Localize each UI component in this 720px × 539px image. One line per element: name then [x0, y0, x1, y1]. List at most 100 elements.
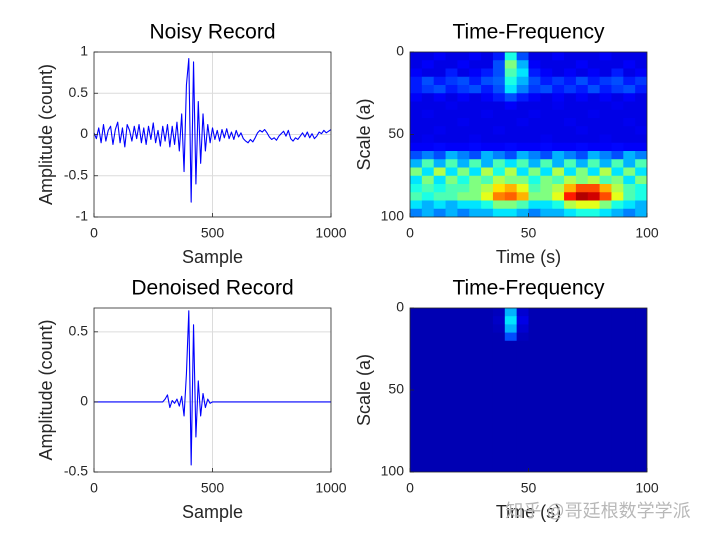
heat-cell: [469, 76, 482, 86]
x-tick-label: 500: [201, 225, 225, 241]
heat-cell: [445, 167, 458, 177]
heat-cell: [410, 447, 423, 457]
heat-cell: [433, 422, 447, 432]
heat-cell: [611, 175, 624, 185]
heat-cell: [564, 316, 577, 325]
heat-cell: [635, 324, 647, 334]
heat-cell: [504, 184, 518, 193]
heat-cell: [410, 463, 423, 472]
heat-cell: [457, 151, 470, 160]
heat-cell: [575, 324, 589, 334]
heat-cell: [540, 126, 553, 135]
heat-cell: [516, 192, 529, 201]
heat-cell: [516, 463, 529, 472]
heat-cell: [516, 308, 529, 317]
heat-cell: [516, 93, 529, 102]
heat-cell: [516, 85, 529, 94]
heat-cell: [469, 332, 482, 342]
heat-cell: [481, 184, 494, 193]
heat-cell: [410, 167, 423, 177]
heat-cell: [481, 308, 494, 317]
heat-cell: [445, 151, 458, 160]
heat-cell: [635, 390, 647, 399]
heat-cell: [469, 398, 482, 407]
heat-cell: [492, 447, 506, 457]
heat-cell: [528, 142, 541, 152]
heat-cell: [587, 308, 601, 317]
heat-cell: [528, 365, 541, 375]
heat-cell: [492, 167, 506, 177]
heat-cell: [587, 455, 601, 465]
heat-cell: [504, 340, 518, 350]
heat-cell: [611, 463, 624, 472]
heat-cell: [564, 118, 577, 127]
heat-cell: [516, 76, 529, 86]
heat-cell: [457, 398, 470, 407]
heat-cell: [445, 208, 458, 217]
heat-cell: [564, 200, 577, 210]
heat-cell: [528, 60, 541, 69]
heat-cell: [504, 406, 518, 416]
heat-cell: [421, 76, 435, 86]
y-axis-label: Scale (a): [354, 98, 374, 170]
heat-cell: [421, 308, 435, 317]
heat-cell: [504, 134, 518, 144]
heat-cell: [421, 159, 435, 168]
heat-cell: [552, 175, 565, 185]
heat-cell: [421, 192, 435, 201]
heat-cell: [564, 373, 577, 383]
heat-cell: [421, 390, 435, 399]
heat-cell: [564, 463, 577, 472]
heat-cell: [611, 200, 624, 210]
heat-cell: [599, 308, 612, 317]
heat-cell: [421, 151, 435, 160]
y-axis-label: Amplitude (count): [36, 64, 56, 205]
heat-cell: [540, 381, 553, 391]
heat-cell: [504, 118, 518, 127]
heat-cell: [445, 340, 458, 350]
heat-cell: [575, 316, 589, 325]
heat-cell: [587, 85, 601, 94]
y-tick-label: 50: [388, 381, 404, 397]
heat-cell: [457, 373, 470, 383]
heat-cell: [635, 349, 647, 358]
heat-cell: [516, 398, 529, 407]
heat-cell: [552, 365, 565, 375]
heat-cell: [457, 431, 470, 440]
heat-cell: [611, 159, 624, 168]
heat-cell: [575, 142, 589, 152]
heat-cell: [635, 60, 647, 69]
heat-cell: [457, 447, 470, 457]
heat-cell: [540, 365, 553, 375]
heat-cell: [540, 439, 553, 448]
heat-cell: [635, 398, 647, 407]
heat-cell: [611, 357, 624, 366]
heat-cell: [587, 373, 601, 383]
heat-cell: [516, 414, 529, 424]
heat-cell: [635, 365, 647, 375]
heat-cell: [540, 118, 553, 127]
heat-cell: [587, 200, 601, 210]
x-tick-label: 50: [521, 480, 537, 496]
heat-cell: [587, 340, 601, 350]
heat-cell: [564, 142, 577, 152]
heat-cell: [516, 109, 529, 119]
heat-cell: [623, 414, 636, 424]
heat-cell: [623, 52, 636, 61]
heat-cell: [575, 455, 589, 465]
heat-cell: [587, 126, 601, 135]
heat-cell: [552, 167, 565, 177]
heat-cell: [433, 151, 447, 160]
heat-cell: [492, 159, 506, 168]
heat-cell: [575, 76, 589, 86]
heat-cell: [599, 192, 612, 201]
heat-cell: [599, 134, 612, 144]
heat-cell: [410, 93, 423, 102]
heat-cell: [635, 455, 647, 465]
heat-cell: [492, 134, 506, 144]
heat-cell: [457, 68, 470, 78]
heat-cell: [575, 398, 589, 407]
heat-cell: [445, 422, 458, 432]
heat-cell: [611, 398, 624, 407]
heat-cell: [528, 357, 541, 366]
